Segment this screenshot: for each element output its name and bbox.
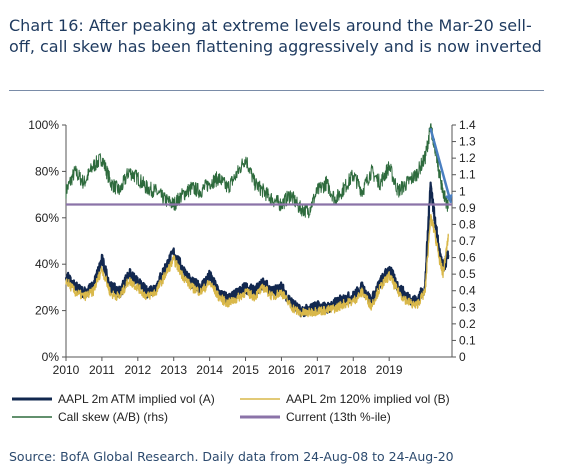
y-left-tick-label: 40% — [35, 257, 59, 271]
x-tick-label: 2011 — [89, 363, 115, 377]
legend-label: Current (13th %-ile) — [286, 410, 391, 424]
y-right-tick-label: 0.4 — [459, 284, 476, 298]
legend-label: AAPL 2m ATM implied vol (A) — [58, 392, 215, 406]
x-tick-label: 2017 — [304, 363, 331, 377]
series-layer — [64, 123, 453, 318]
x-tick-label: 2013 — [160, 363, 187, 377]
y-left-tick-label: 0% — [42, 350, 60, 364]
annotation-arrow-head — [445, 194, 453, 203]
y-right-tick-label: 0.3 — [459, 300, 476, 314]
y-right-tick-label: 0 — [459, 350, 466, 364]
y-left-tick-label: 100% — [28, 118, 59, 132]
legend-label: Call skew (A/B) (rhs) — [58, 410, 168, 424]
x-tick-label: 2018 — [340, 363, 367, 377]
legend-label: AAPL 2m 120% implied vol (B) — [286, 392, 450, 406]
x-tick-label: 2016 — [268, 363, 295, 377]
y-right-tick-label: 0.5 — [459, 267, 476, 281]
x-tick-label: 2010 — [53, 363, 80, 377]
y-right-tick-label: 0.8 — [459, 217, 476, 231]
title-divider — [9, 90, 544, 91]
y-right-tick-label: 1.2 — [459, 151, 476, 165]
chart-legend: AAPL 2m ATM implied vol (A) AAPL 2m 120% … — [12, 392, 450, 424]
x-tick-label: 2015 — [232, 363, 259, 377]
x-tick-label: 2014 — [196, 363, 223, 377]
y-right-tick-label: 0.6 — [459, 251, 476, 265]
x-tick-label: 2012 — [124, 363, 151, 377]
y-right-tick-label: 0.2 — [459, 317, 476, 331]
y-right-tick-label: 0.7 — [459, 234, 476, 248]
y-right-tick-label: 1.1 — [459, 168, 476, 182]
y-left-tick-label: 20% — [35, 304, 59, 318]
annotation-arrow-shaft — [429, 127, 453, 204]
chart-axes: 0% 20% 40% 60% 80% 100% 0 0.1 0.2 0.3 0.4 0.5 0.6 0.7… — [28, 118, 476, 377]
y-left-tick-label: 60% — [35, 211, 59, 225]
x-tick-label: 2019 — [376, 363, 403, 377]
y-right-tick-label: 1.3 — [459, 135, 476, 149]
y-right-tick-label: 0.9 — [459, 201, 476, 215]
y-right-tick-label: 1 — [459, 184, 466, 198]
y-right-tick-label: 0.1 — [459, 333, 476, 347]
series-call-skew-line — [65, 123, 449, 219]
y-left-tick-label: 80% — [35, 164, 59, 178]
source-note: Source: BofA Global Research. Daily data… — [9, 449, 454, 464]
chart-title: Chart 16: After peaking at extreme level… — [9, 16, 542, 56]
y-right-tick-label: 1.4 — [459, 118, 476, 132]
series-120-vol-line — [65, 213, 450, 318]
